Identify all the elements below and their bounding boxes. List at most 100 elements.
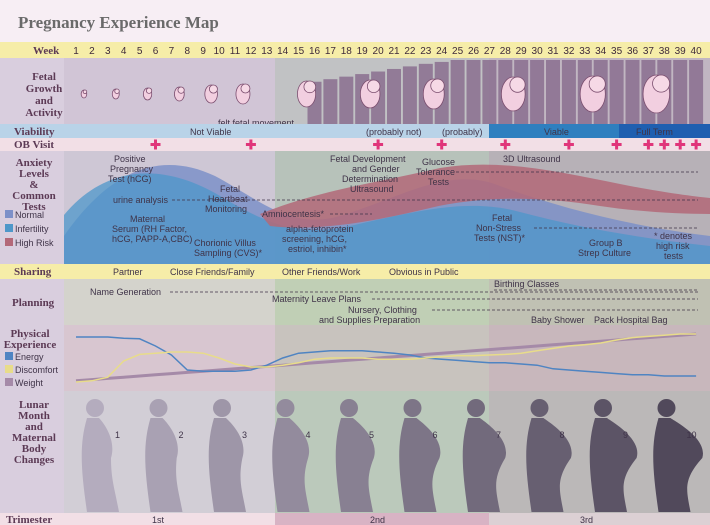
fetal-size-bar	[323, 79, 338, 124]
lunar-month-number: 8	[560, 430, 565, 440]
maternal-silhouette	[653, 399, 703, 512]
week-number: 22	[404, 46, 416, 57]
viable-segment	[489, 124, 619, 138]
maternal-silhouette	[462, 399, 507, 512]
anxiety-label-5: Tests	[22, 201, 46, 213]
week-number: 2	[89, 46, 95, 57]
fetal-size-bar	[689, 60, 704, 124]
embryo-icon	[422, 78, 445, 110]
ob-visit-markers	[150, 139, 702, 150]
lunar-month-number: 3	[242, 430, 247, 440]
high-risk-legend: High Risk	[15, 238, 54, 248]
test-afp-2: screening, hCG,	[282, 234, 347, 244]
embryo-icon	[500, 76, 526, 112]
fetal-size-bar	[546, 60, 560, 124]
second-trimester-band	[275, 513, 489, 525]
week-numbers: 1 2 3 4 5 6 7 8 9 10 11 12 13 14 15 16 17 18 19 20 21 22 23 24 2…	[73, 46, 702, 57]
plan-birthing: Birthing Classes	[494, 279, 560, 289]
felt-movement-note: felt fetal movement	[218, 118, 295, 128]
lunar-row: Lunar Month and Maternal Body Changes 1 2…	[12, 399, 703, 512]
planning-row-tint	[64, 279, 710, 325]
week-number: 35	[611, 46, 623, 57]
maternal-silhouette	[272, 399, 310, 512]
test-glucose-2: Tolerance	[416, 167, 455, 177]
test-heartbeat-3: Monitoring	[205, 204, 247, 214]
not-viable-text: Not Viable	[190, 127, 231, 137]
week-number: 7	[169, 46, 175, 57]
test-heartbeat-2: Heartbeat	[208, 194, 248, 204]
fetal-size-bar	[339, 76, 354, 124]
normal-swatch	[5, 210, 13, 218]
plan-nursery-1: Nursery, Clothing	[348, 305, 417, 315]
fetal-size-bar	[530, 60, 545, 124]
probably-not-text: (probably not)	[366, 127, 422, 137]
maternal-silhouette	[399, 399, 441, 512]
test-nst-2: Non-Stress	[476, 223, 522, 233]
denotes-1: * denotes	[654, 231, 693, 241]
infertility-legend: Infertility	[15, 224, 49, 234]
plan-name: Name Generation	[90, 287, 161, 297]
lunar-month-number: 4	[306, 430, 311, 440]
test-cvs-1: Chorionic Villus	[194, 238, 256, 248]
test-fdgd-4: Ultrasound	[350, 184, 394, 194]
anxiety-row: Anxiety Levels & Common Tests Normal Inf…	[5, 154, 710, 264]
lunar-month-number: 10	[687, 430, 697, 440]
normal-legend: Normal	[15, 210, 44, 220]
anxiety-label-1: Anxiety	[16, 157, 53, 169]
test-serum-3: hCG, PAPP-A,CBC)	[112, 234, 192, 244]
week-number: 25	[452, 46, 464, 57]
ob-visit-cross	[563, 139, 574, 150]
trimester-label: Trimester	[6, 514, 52, 525]
embryo-icon	[174, 86, 185, 102]
embryo-icon	[111, 88, 120, 100]
maternal-silhouettes: 1 2 3 4 5 6 7 8 9 10	[81, 399, 703, 512]
denotes-2: high risk	[656, 241, 690, 251]
lunar-label-5: Body	[22, 443, 47, 455]
embryo-icon	[297, 80, 317, 108]
test-amnio: Amniocentesis*	[262, 209, 325, 219]
week-number: 39	[675, 46, 687, 57]
embryo-icon	[142, 87, 153, 101]
lunar-month-number: 2	[179, 430, 184, 440]
week-number: 17	[325, 46, 337, 57]
test-groupb-2: Strep Culture	[578, 248, 631, 258]
week-number: 28	[500, 46, 512, 57]
energy-swatch	[5, 352, 13, 360]
week-number: 20	[373, 46, 385, 57]
fetal-size-bar	[387, 68, 401, 124]
fetal-label-4: Activity	[25, 107, 63, 119]
lunar-label-3: and	[25, 421, 43, 433]
embryo-icon	[204, 84, 218, 104]
lunar-label-2: Month	[18, 410, 50, 422]
lunar-month-number: 7	[496, 430, 501, 440]
maternal-silhouette	[335, 399, 375, 512]
week-number: 3	[105, 46, 111, 57]
fetal-size-bar	[466, 60, 481, 124]
embryo-icon	[359, 79, 381, 109]
week-number: 34	[595, 46, 607, 57]
ob-visit-cross	[659, 139, 670, 150]
full-term-text: Full Term	[636, 127, 673, 137]
ob-visit-cross	[150, 139, 161, 150]
ob-visit-cross	[611, 139, 622, 150]
fetal-label-1: Fetal	[32, 71, 56, 83]
energy-line	[76, 336, 697, 377]
week-number: 18	[341, 46, 353, 57]
ob-visit-cross	[436, 139, 447, 150]
week-number: 21	[388, 46, 400, 57]
week-number: 31	[547, 46, 559, 57]
anxiety-label-2: Levels	[19, 168, 50, 180]
lunar-month-number: 9	[623, 430, 628, 440]
test-positive-3: Test (hCG)	[108, 174, 152, 184]
discomfort-swatch	[5, 365, 13, 373]
physical-label-1: Physical	[10, 328, 49, 340]
ob-visit-cross	[245, 139, 256, 150]
energy-legend: Energy	[15, 352, 44, 362]
weight-legend: Weight	[15, 378, 43, 388]
week-number: 8	[185, 46, 191, 57]
week-number: 27	[484, 46, 496, 57]
test-glucose-3: Tests	[428, 177, 450, 187]
week-number: 33	[579, 46, 591, 57]
